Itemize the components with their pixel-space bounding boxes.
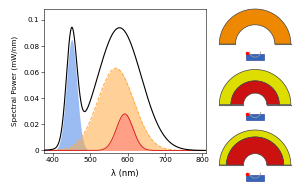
Bar xyxy=(246,175,264,181)
Polygon shape xyxy=(227,137,284,165)
Y-axis label: Spectral Power (mW/nm): Spectral Power (mW/nm) xyxy=(11,36,18,126)
Polygon shape xyxy=(219,130,291,165)
Bar xyxy=(246,114,264,120)
Polygon shape xyxy=(219,70,291,105)
Bar xyxy=(246,54,264,60)
X-axis label: λ (nm): λ (nm) xyxy=(111,169,139,178)
Polygon shape xyxy=(231,81,279,105)
Polygon shape xyxy=(219,9,291,44)
